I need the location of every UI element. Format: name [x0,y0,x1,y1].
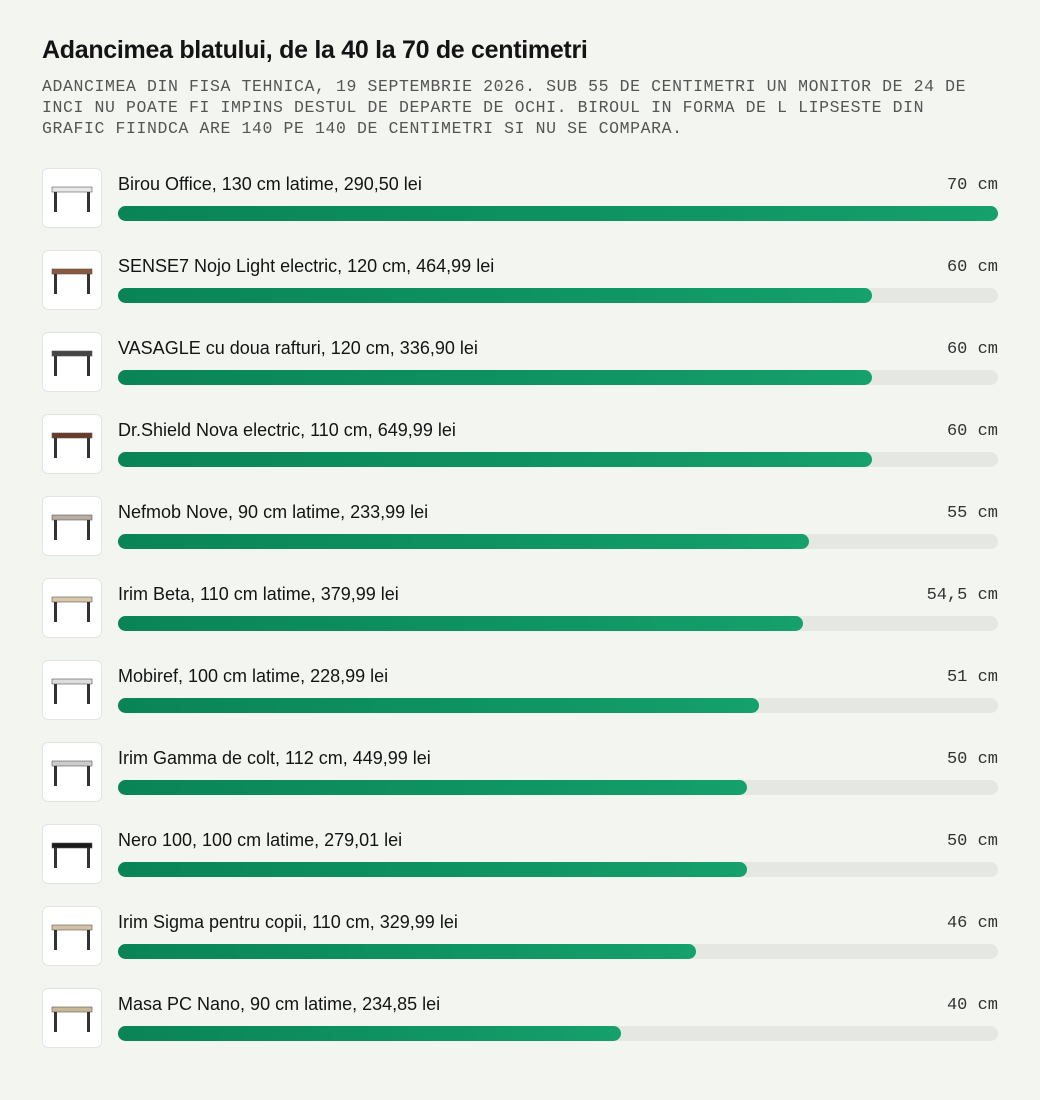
product-thumbnail [42,824,102,884]
desk-icon [51,596,93,622]
row-label: Nero 100, 100 cm latime, 279,01 lei [118,830,403,850]
product-thumbnail [42,906,102,966]
desk-icon [51,268,93,294]
desk-icon [51,924,93,950]
row-label: Birou Office, 130 cm latime, 290,50 lei [118,174,422,194]
bar-track [118,698,998,713]
value-label: 60 cm [946,258,998,277]
desk-icon [51,842,93,868]
bar [118,698,760,713]
row-label: SENSE7 Nojo Light electric, 120 cm, 464,… [118,256,495,276]
bar-track [118,616,998,631]
bar [118,370,873,385]
bar [118,616,804,631]
value-label: 70 cm [946,176,998,195]
value-label: 40 cm [946,996,998,1015]
bar-track [118,944,998,959]
value-label: 60 cm [946,422,998,441]
value-label: 50 cm [946,750,998,769]
product-thumbnail [42,250,102,310]
product-thumbnail [42,168,102,228]
product-thumbnail [42,742,102,802]
row-label: Masa PC Nano, 90 cm latime, 234,85 lei [118,994,441,1014]
chart-subtitle: ADANCIMEA DIN FISA TEHNICA, 19 SEPTEMBRI… [42,77,967,138]
product-thumbnail [42,988,102,1048]
row-label: Irim Beta, 110 cm latime, 379,99 lei [118,584,399,604]
desk-icon [51,760,93,786]
bar [118,534,810,549]
product-thumbnail [42,332,102,392]
bar-track [118,370,998,385]
value-label: 54,5 cm [926,586,998,605]
product-thumbnail [42,414,102,474]
value-label: 60 cm [946,340,998,359]
bar [118,452,873,467]
chart-title: Adancimea blatului, de la 40 la 70 de ce… [42,36,588,64]
bar [118,288,873,303]
row-label: Irim Gamma de colt, 112 cm, 449,99 lei [118,748,431,768]
desk-icon [51,514,93,540]
bar-track [118,452,998,467]
bar-track [118,206,998,221]
bar [118,1026,621,1041]
value-label: 46 cm [946,914,998,933]
row-label: Nefmob Nove, 90 cm latime, 233,99 lei [118,502,429,522]
value-label: 50 cm [946,832,998,851]
row-label: Irim Sigma pentru copii, 110 cm, 329,99 … [118,912,458,932]
row-label: Dr.Shield Nova electric, 110 cm, 649,99 … [118,420,456,440]
bar-track [118,862,998,877]
desk-icon [51,678,93,704]
desk-icon [51,350,93,376]
desk-icon [51,1006,93,1032]
bar [118,862,747,877]
product-thumbnail [42,578,102,638]
bar-track [118,1026,998,1041]
product-thumbnail [42,660,102,720]
bar-track [118,780,998,795]
bar [118,206,998,221]
row-label: Mobiref, 100 cm latime, 228,99 lei [118,666,389,686]
bar [118,944,697,959]
desk-icon [51,186,93,212]
bar [118,780,747,795]
desk-icon [51,432,93,458]
product-thumbnail [42,496,102,556]
bar-track [118,534,998,549]
value-label: 51 cm [946,668,998,687]
value-label: 55 cm [946,504,998,523]
row-label: VASAGLE cu doua rafturi, 120 cm, 336,90 … [118,338,478,358]
bar-track [118,288,998,303]
